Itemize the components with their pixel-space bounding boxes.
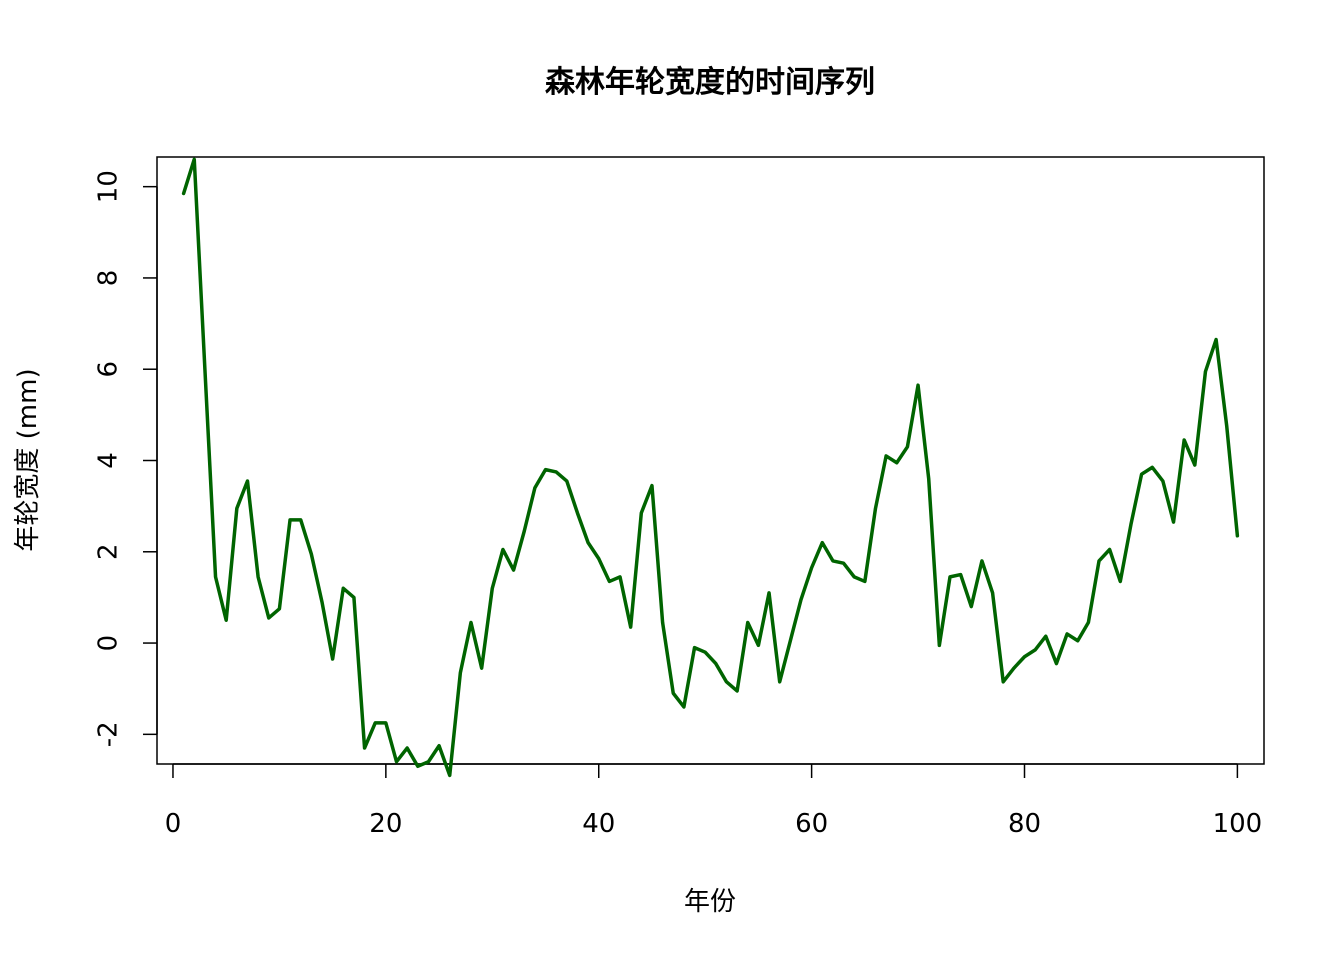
x-tick-label: 80 [1008, 809, 1041, 839]
y-tick-label: -2 [94, 721, 124, 747]
y-tick-label: 2 [94, 544, 124, 561]
series-layer [181, 157, 1240, 778]
y-axis: -2 0 2 4 6 8 10 [94, 170, 158, 747]
x-tick-label: 20 [369, 809, 402, 839]
plot-area-frame [156, 156, 1265, 765]
y-tick-label: 8 [94, 270, 124, 287]
series-line [181, 157, 1240, 778]
y-tick-label: 0 [94, 635, 124, 652]
y-tick-label: 6 [94, 361, 124, 378]
y-tick-label: 4 [94, 452, 124, 469]
x-axis-label: 年份 [684, 887, 736, 917]
x-tick-label: 100 [1213, 809, 1263, 839]
x-axis: 0 20 40 60 80 100 [165, 763, 1263, 839]
y-tick-label: 10 [94, 170, 124, 203]
x-tick-label: 60 [795, 809, 828, 839]
chart-title: 森林年轮宽度的时间序列 [545, 65, 875, 100]
x-tick-label: 0 [165, 809, 182, 839]
y-axis-label: 年轮宽度 (mm) [13, 368, 43, 551]
x-tick-label: 40 [582, 809, 615, 839]
